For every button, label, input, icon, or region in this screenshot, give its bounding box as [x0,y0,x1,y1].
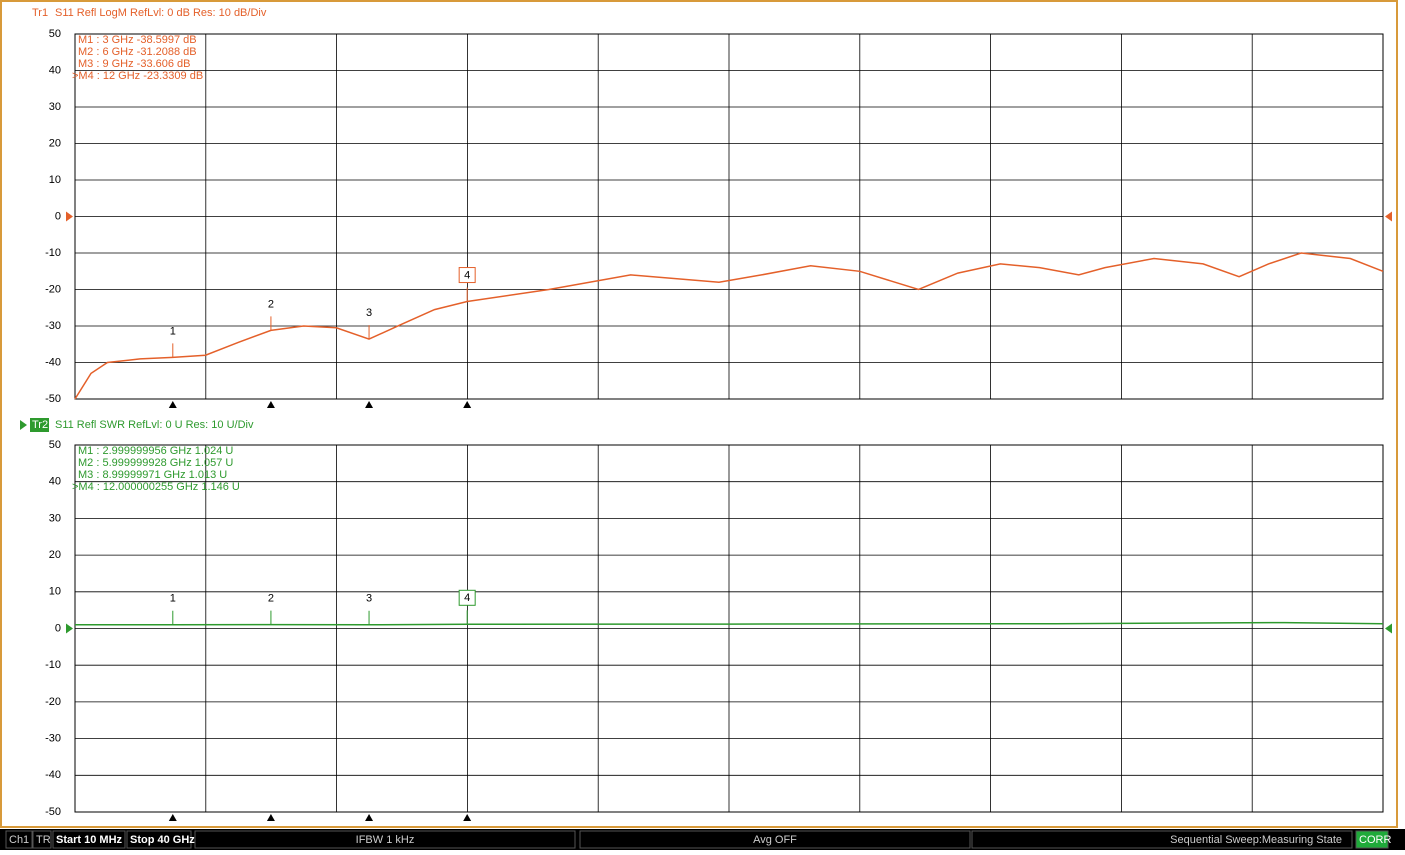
status-text: Stop 40 GHz [130,834,195,846]
marker-readout: M1 : 3 GHz -38.5997 dB [78,34,197,46]
y-tick-label: 40 [49,64,61,76]
status-cell [126,830,192,849]
ref-arrow [66,211,73,222]
y-tick-label: -20 [45,696,61,708]
marker-triangle [266,401,275,408]
trace [74,252,1384,400]
y-tick-label: -10 [45,659,61,671]
frame [0,0,1398,828]
y-tick-label: -50 [45,806,61,818]
y-tick-label: 10 [49,174,61,186]
y-tick-label: 40 [49,476,61,488]
trace-title: Tr1 [32,7,48,19]
status-text: Start 10 MHz [56,834,123,846]
y-tick-label: -30 [45,320,61,332]
status-cell [194,830,576,849]
marker-label: 3 [366,307,372,319]
y-tick-label: 0 [55,622,61,634]
y-tick-label: 50 [49,28,61,40]
ref-arrow [1385,623,1392,634]
marker-active-box [458,589,476,606]
trace-subtitle: S11 Refl LogM RefLvl: 0 dB Res: 10 dB/Di… [55,7,267,19]
ref-arrow [1385,211,1392,222]
status-text: Sequential Sweep:Measuring State [1170,834,1342,846]
status-text: TR [36,834,51,846]
y-tick-label: 30 [49,101,61,113]
y-tick-label: 50 [49,439,61,451]
y-tick-label: -30 [45,733,61,745]
status-text: CORR [1359,834,1391,846]
status-cell [5,830,33,849]
marker-label: 4 [464,269,470,281]
y-tick-label: -10 [45,247,61,259]
status-cell [579,830,971,849]
marker-readout: M3 : 9 GHz -33.606 dB [78,58,191,70]
marker-label: 3 [366,593,372,605]
trace-title-box [30,418,49,432]
marker-label: 1 [170,593,176,605]
marker-label: 1 [170,325,176,337]
marker-label: 2 [268,593,274,605]
trace [74,621,1384,626]
status-cell [1355,830,1389,849]
status-text: Ch1 [9,834,29,846]
marker-readout: M1 : 2.999999956 GHz 1.024 U [78,445,233,457]
marker-label: 2 [268,298,274,310]
y-tick-label: 20 [49,549,61,561]
marker-triangle [266,814,275,821]
status-cell [32,830,52,849]
marker-active-box [458,267,476,284]
trace-title: Tr2 [32,419,48,431]
active-arrow [20,420,27,430]
trace-subtitle: S11 Refl SWR RefLvl: 0 U Res: 10 U/Div [55,419,254,431]
marker-triangle [463,401,472,408]
y-tick-label: -40 [45,356,61,368]
ref-arrow [66,623,73,634]
y-tick-label: -50 [45,393,61,405]
status-cell [52,830,126,849]
marker-readout: M2 : 5.999999928 GHz 1.057 U [78,457,233,469]
marker-label: 4 [464,592,470,604]
status-text: Avg OFF [753,834,797,846]
status-cell [971,830,1353,849]
marker-triangle [168,401,177,408]
y-tick-label: 20 [49,137,61,149]
marker-triangle [463,814,472,821]
marker-triangle [365,814,374,821]
marker-triangle [168,814,177,821]
marker-readout: M3 : 8.99999971 GHz 1.013 U [78,469,227,481]
marker-triangle [365,401,374,408]
y-tick-label: -40 [45,769,61,781]
y-tick-label: -20 [45,283,61,295]
y-tick-label: 10 [49,586,61,598]
y-tick-label: 0 [55,210,61,222]
marker-readout: >M4 : 12.000000255 GHz 1.146 U [72,481,240,493]
y-tick-label: 30 [49,512,61,524]
status-text: IFBW 1 kHz [356,834,415,846]
marker-readout: M2 : 6 GHz -31.2088 dB [78,46,197,58]
marker-readout: >M4 : 12 GHz -23.3309 dB [72,70,203,82]
